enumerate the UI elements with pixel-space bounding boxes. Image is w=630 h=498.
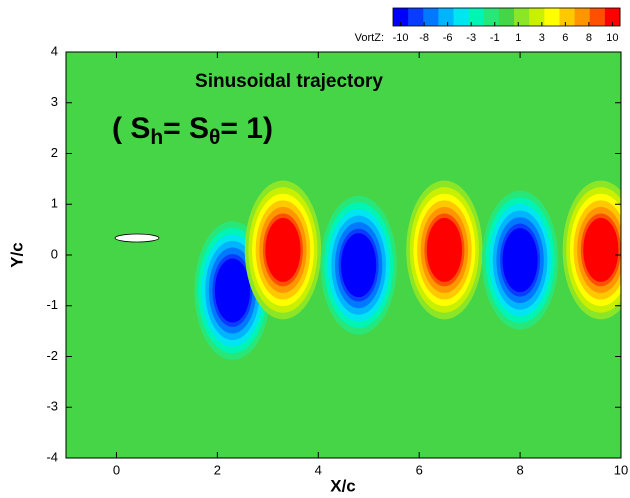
colorbar-swatch [393, 8, 409, 26]
colorbar-swatch [514, 8, 530, 26]
colorbar-tick-label: -3 [466, 32, 476, 44]
y-tick-label: -1 [46, 297, 58, 312]
colorbar-tick-label: 1 [515, 32, 521, 44]
colorbar-swatch [498, 8, 515, 26]
x-axis-label: X/c [330, 476, 356, 495]
colorbar-swatch [423, 8, 439, 26]
colorbar-swatch [574, 8, 591, 26]
vortex-core [583, 217, 619, 282]
y-tick-label: -4 [46, 449, 58, 464]
x-tick-label: 6 [416, 462, 423, 477]
y-tick-label: 2 [51, 145, 58, 160]
vortex-core [265, 217, 301, 282]
colorbar-swatch [408, 8, 424, 26]
colorbar-swatch [483, 8, 500, 26]
colorbar-swatch [453, 8, 470, 26]
colorbar-tick-label: 8 [586, 32, 592, 44]
y-tick-label: -3 [46, 399, 58, 414]
x-tick-label: 4 [315, 462, 322, 477]
vortex-core [502, 228, 538, 293]
annotation-part: ( S [112, 112, 150, 145]
y-axis-label: Y/c [7, 242, 26, 268]
colorbar-swatch [529, 8, 545, 26]
y-tick-label: -2 [46, 348, 58, 363]
y-tick-label: 3 [51, 94, 58, 109]
colorbar-frame [392, 7, 621, 27]
vortex-core [426, 217, 463, 282]
colorbar-swatch [468, 8, 485, 26]
y-tick-label: 1 [51, 196, 58, 211]
contour-field [194, 180, 621, 360]
colorbar-swatch [559, 8, 576, 26]
colorbar-swatch [604, 8, 621, 26]
colorbar-label: VortZ: [355, 32, 384, 44]
vortex-core [341, 233, 377, 298]
colorbar-tick-label: 10 [606, 32, 618, 44]
y-tick-label: 0 [51, 246, 58, 261]
annotation-part: h [150, 126, 163, 149]
airfoil [114, 233, 160, 243]
colorbar-tick-label: 6 [562, 32, 568, 44]
colorbar-swatch [589, 8, 606, 26]
x-tick-label: 2 [214, 462, 221, 477]
colorbar: -10 -8 -6 -3 -1 1 3 6 8 10 [392, 7, 621, 44]
x-tick-label: 8 [516, 462, 523, 477]
y-tick-label: 4 [51, 43, 58, 58]
colorbar-tick-label: -8 [419, 32, 429, 44]
annotation-part: = 1) [220, 112, 273, 145]
colorbar-tick-label: -1 [490, 32, 500, 44]
colorbar-swatch [544, 8, 560, 26]
colorbar-swatch [438, 8, 455, 26]
colorbar-tick-label: -10 [393, 32, 409, 44]
annotation-part: = S [163, 112, 209, 145]
colorbar-tick-label: -6 [443, 32, 453, 44]
x-tick-label: 0 [113, 462, 120, 477]
annotation-part: θ [209, 126, 220, 149]
vortex-core [214, 258, 251, 323]
x-tick-label: 10 [614, 462, 628, 477]
annotation: ( Sh= Sθ= 1) [112, 112, 273, 149]
chart-title: Sinusoidal trajectory [195, 71, 383, 92]
colorbar-tick-label: 3 [539, 32, 545, 44]
